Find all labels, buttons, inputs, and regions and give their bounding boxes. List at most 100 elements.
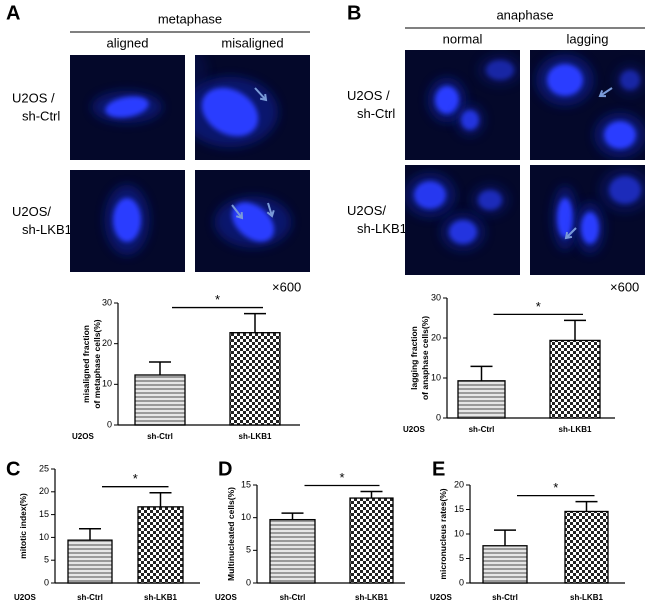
arrow (254, 87, 267, 101)
panel-letter: E (432, 458, 445, 480)
bar (549, 339, 601, 419)
bar (67, 539, 113, 584)
chromatin (547, 64, 583, 96)
y-tick-label: 15 (241, 479, 251, 489)
y-tick-label: 10 (241, 512, 251, 522)
row-label-line: U2OS / (12, 91, 55, 106)
micrograph (405, 50, 520, 160)
chromatin (486, 60, 514, 80)
bar (482, 545, 528, 584)
y-axis-label-line: of anaphase cells(%) (420, 316, 430, 400)
panel-letter: A (6, 2, 20, 24)
chromatin (604, 121, 636, 149)
y-axis-label: lagging fractionof anaphase cells(%) (409, 316, 430, 400)
micrograph (195, 170, 310, 272)
x-tick-label: sh-Ctrl (147, 432, 173, 441)
bar (457, 380, 506, 419)
y-tick-label: 20 (39, 486, 49, 496)
y-tick-label: 20 (454, 479, 464, 489)
micrograph (70, 55, 185, 160)
arrow-head (266, 209, 275, 218)
chromatin (620, 70, 640, 90)
x-tick-label: sh-LKB1 (239, 432, 272, 441)
arrow (565, 227, 577, 239)
chromatin (414, 181, 446, 209)
x-axis-label: U2OS (430, 593, 452, 602)
y-tick-label: 10 (102, 379, 112, 389)
row-label-line: U2OS/ (12, 204, 51, 219)
x-tick-label: sh-LKB1 (144, 593, 177, 602)
row-label-line: sh-LKB1 (357, 221, 407, 236)
y-axis-label-line: misaligned fraction (81, 325, 91, 403)
x-axis-label: U2OS (215, 593, 237, 602)
row-label: U2OS / sh-Ctrl (12, 91, 60, 124)
x-tick-label: sh-Ctrl (280, 593, 306, 602)
row-label-line: U2OS/ (347, 203, 386, 218)
significance-label: * (553, 480, 558, 495)
y-tick-label: 30 (102, 297, 112, 307)
y-tick-label: 5 (459, 553, 464, 563)
y-axis-label: Multinucleated cells(%) (226, 487, 236, 581)
nucleus-glow (195, 55, 208, 92)
panel-letter: C (6, 458, 20, 480)
chromatin (557, 198, 573, 238)
y-axis-label-line: mitotic index(%) (18, 493, 28, 559)
row-label-line: U2OS / (347, 88, 390, 103)
micrograph (195, 55, 310, 160)
significance-label: * (536, 299, 541, 314)
y-tick-label: 30 (431, 292, 441, 302)
panel-title: anaphase (496, 7, 553, 22)
y-tick-label: 5 (246, 545, 251, 555)
x-tick-label: sh-LKB1 (559, 425, 592, 434)
y-axis-label: misaligned fractionof metaphase cells(%) (81, 319, 102, 408)
micrograph (530, 50, 645, 160)
row-label-line: sh-Ctrl (357, 106, 395, 121)
x-tick-label: sh-LKB1 (355, 593, 388, 602)
y-tick-label: 15 (39, 509, 49, 519)
row-label: U2OS/sh-LKB1 (12, 204, 72, 237)
chromatin (461, 110, 479, 130)
y-axis-label-line: Multinucleated cells(%) (226, 487, 236, 581)
row-label: U2OS/sh-LKB1 (347, 203, 407, 236)
arrow (267, 202, 273, 217)
bar (269, 518, 316, 584)
arrow (599, 87, 613, 97)
column-label: normal (443, 31, 483, 46)
micrograph (530, 165, 645, 275)
panel-title: metaphase (158, 11, 222, 26)
significance-label: * (133, 471, 138, 486)
significance-label: * (215, 292, 220, 307)
y-tick-label: 10 (454, 528, 464, 538)
arrow-head (259, 93, 268, 102)
column-label: lagging (567, 31, 609, 46)
significance-label: * (339, 470, 344, 485)
x-tick-label: sh-Ctrl (492, 593, 518, 602)
y-axis-label-line: lagging fraction (409, 326, 419, 390)
bar (134, 374, 186, 426)
magnification: ×600 (272, 279, 301, 294)
y-tick-label: 0 (246, 577, 251, 587)
x-tick-label: sh-Ctrl (77, 593, 103, 602)
y-tick-label: 0 (44, 577, 49, 587)
chromatin (581, 212, 599, 244)
bar (349, 497, 394, 584)
arrow (231, 204, 243, 219)
arrow-head (235, 211, 244, 220)
chromatin (478, 190, 502, 210)
micrograph (70, 170, 185, 272)
chromatin (435, 86, 459, 114)
row-label-line: sh-Ctrl (22, 109, 60, 124)
bar (137, 506, 184, 584)
arrow-head (598, 90, 607, 98)
magnification: ×600 (610, 279, 639, 294)
y-tick-label: 25 (39, 463, 49, 473)
y-tick-label: 10 (39, 532, 49, 542)
chromatin (201, 87, 259, 137)
x-tick-label: sh-LKB1 (570, 593, 603, 602)
x-axis-label: U2OS (72, 432, 94, 441)
bar (229, 332, 281, 426)
micrograph (405, 165, 520, 275)
row-label-line: sh-LKB1 (22, 222, 72, 237)
y-tick-label: 10 (431, 372, 441, 382)
x-tick-label: sh-Ctrl (469, 425, 495, 434)
